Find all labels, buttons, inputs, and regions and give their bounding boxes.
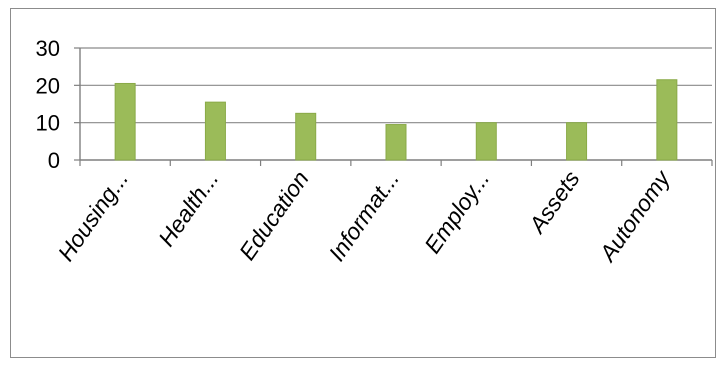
y-tick-label-30: 30	[36, 36, 60, 61]
x-category-label-5: Employ...	[419, 166, 494, 258]
x-category-label-7: Autonomy	[593, 165, 676, 268]
y-tick-labels: 0 10 20 30	[36, 36, 60, 173]
bar-4	[385, 124, 407, 161]
bar-1	[114, 82, 136, 161]
y-tick-label-20: 20	[36, 73, 60, 98]
chart-frame	[10, 8, 716, 358]
bar-2	[204, 101, 226, 161]
x-category-label-1: Housing...	[53, 166, 134, 266]
gridlines	[80, 47, 712, 124]
y-tick-label-10: 10	[36, 111, 60, 136]
bars	[114, 79, 678, 161]
x-category-label-4: Informat...	[323, 166, 404, 266]
bar-6	[566, 122, 588, 161]
x-category-label-3: Education	[234, 166, 314, 265]
x-category-label-6: Assets	[523, 166, 585, 240]
bar-7	[656, 79, 678, 161]
x-category-label-2: Health...	[153, 166, 223, 251]
x-category-labels: Housing... Health... Education Informat... E…	[53, 165, 676, 268]
y-tick-label-0: 0	[48, 148, 60, 173]
bar-5	[475, 122, 497, 161]
bar-3	[295, 112, 317, 161]
